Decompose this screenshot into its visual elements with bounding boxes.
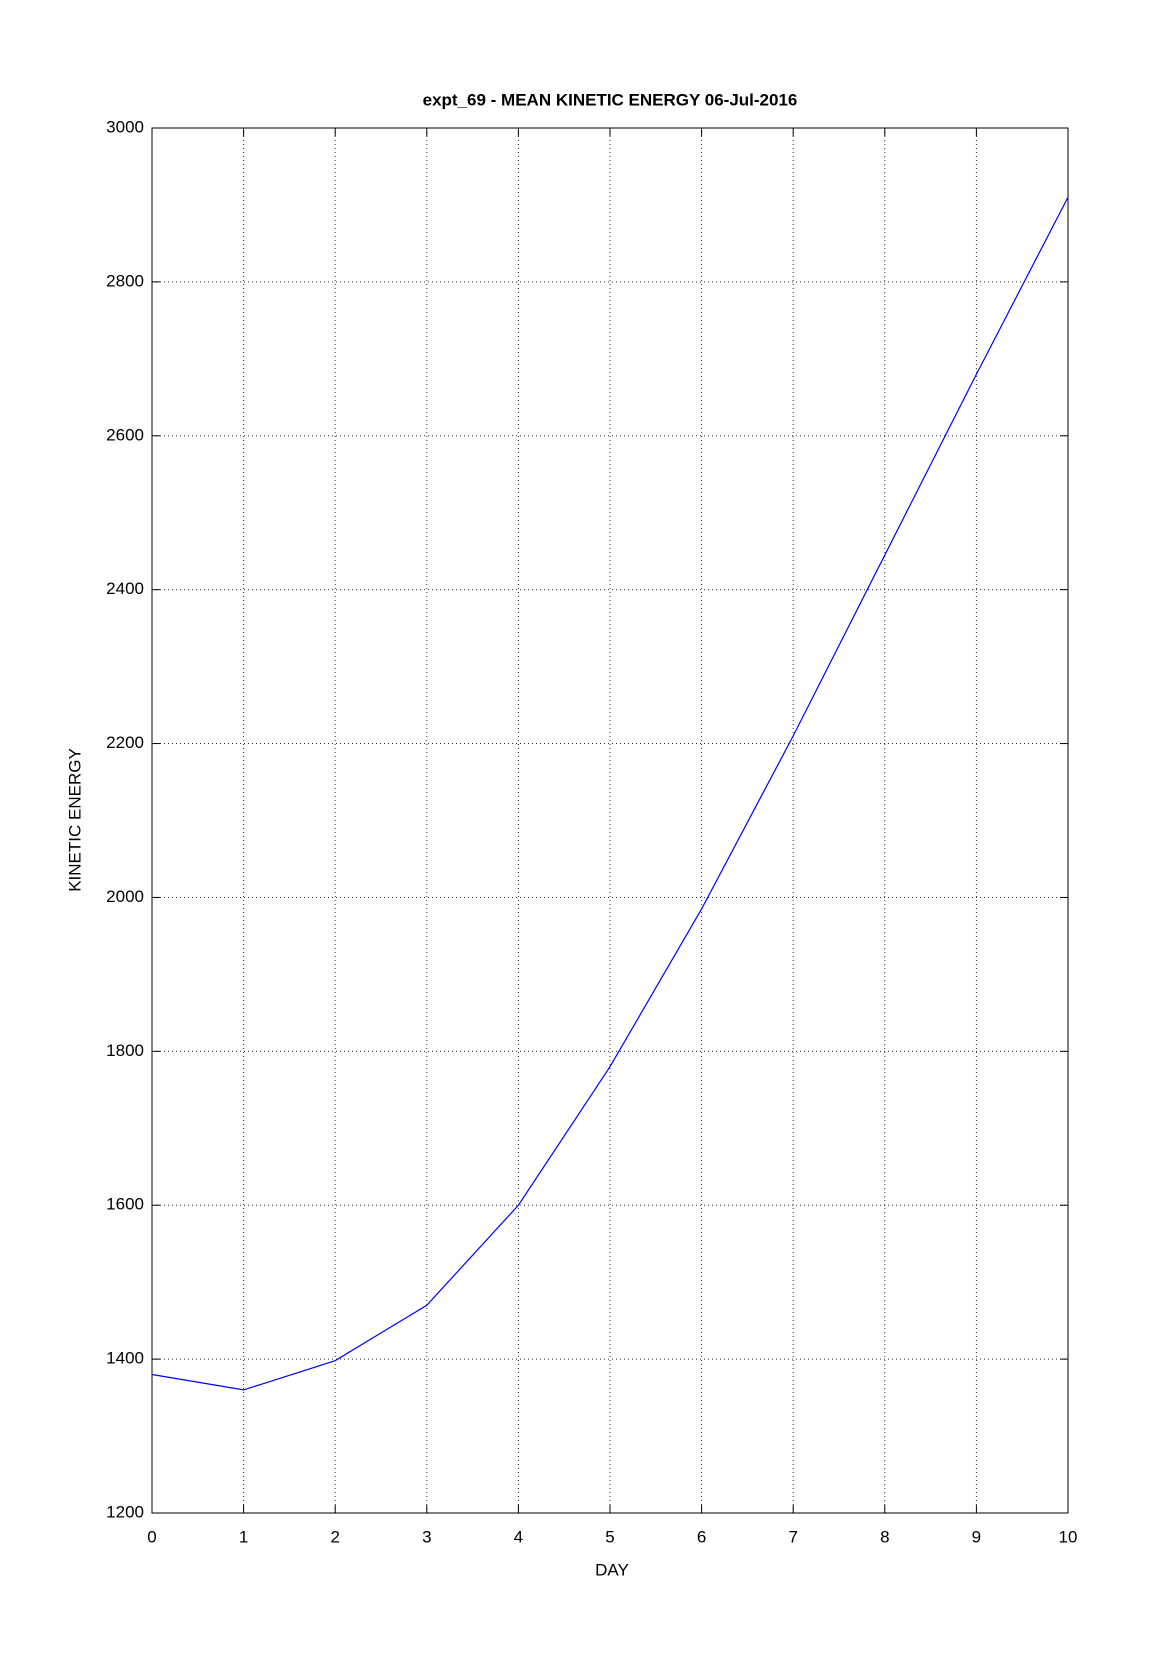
x-tick-label: 6 — [697, 1527, 706, 1546]
y-tick-label: 1200 — [106, 1502, 144, 1521]
y-tick-label: 2200 — [106, 733, 144, 752]
data-line — [151, 196, 1069, 1391]
x-tick-label: 5 — [605, 1527, 614, 1546]
y-tick-label: 1400 — [106, 1349, 144, 1368]
y-tick-label: 2400 — [106, 579, 144, 598]
x-tick-label: 2 — [330, 1527, 339, 1546]
y-tick-label: 1600 — [106, 1195, 144, 1214]
y-tick-label: 2600 — [106, 425, 144, 444]
y-tick-label: 3000 — [106, 117, 144, 136]
x-tick-label: 4 — [514, 1527, 523, 1546]
plot-frame — [151, 127, 1069, 1514]
y-tick-label: 1800 — [106, 1041, 144, 1060]
chart-title: expt_69 - MEAN KINETIC ENERGY 06-Jul-201… — [423, 90, 798, 109]
x-tick-label: 8 — [880, 1527, 889, 1546]
y-axis-label: KINETIC ENERGY — [65, 748, 84, 892]
x-tick-label: 3 — [422, 1527, 431, 1546]
y-tick-label: 2000 — [106, 887, 144, 906]
x-tick-label: 7 — [788, 1527, 797, 1546]
x-tick-label: 1 — [239, 1527, 248, 1546]
x-tick-label: 0 — [147, 1527, 156, 1546]
x-tick-label: 9 — [972, 1527, 981, 1546]
y-tick-label: 2800 — [106, 271, 144, 290]
x-tick-label: 10 — [1059, 1527, 1078, 1546]
x-axis-label: DAY — [595, 1560, 629, 1579]
